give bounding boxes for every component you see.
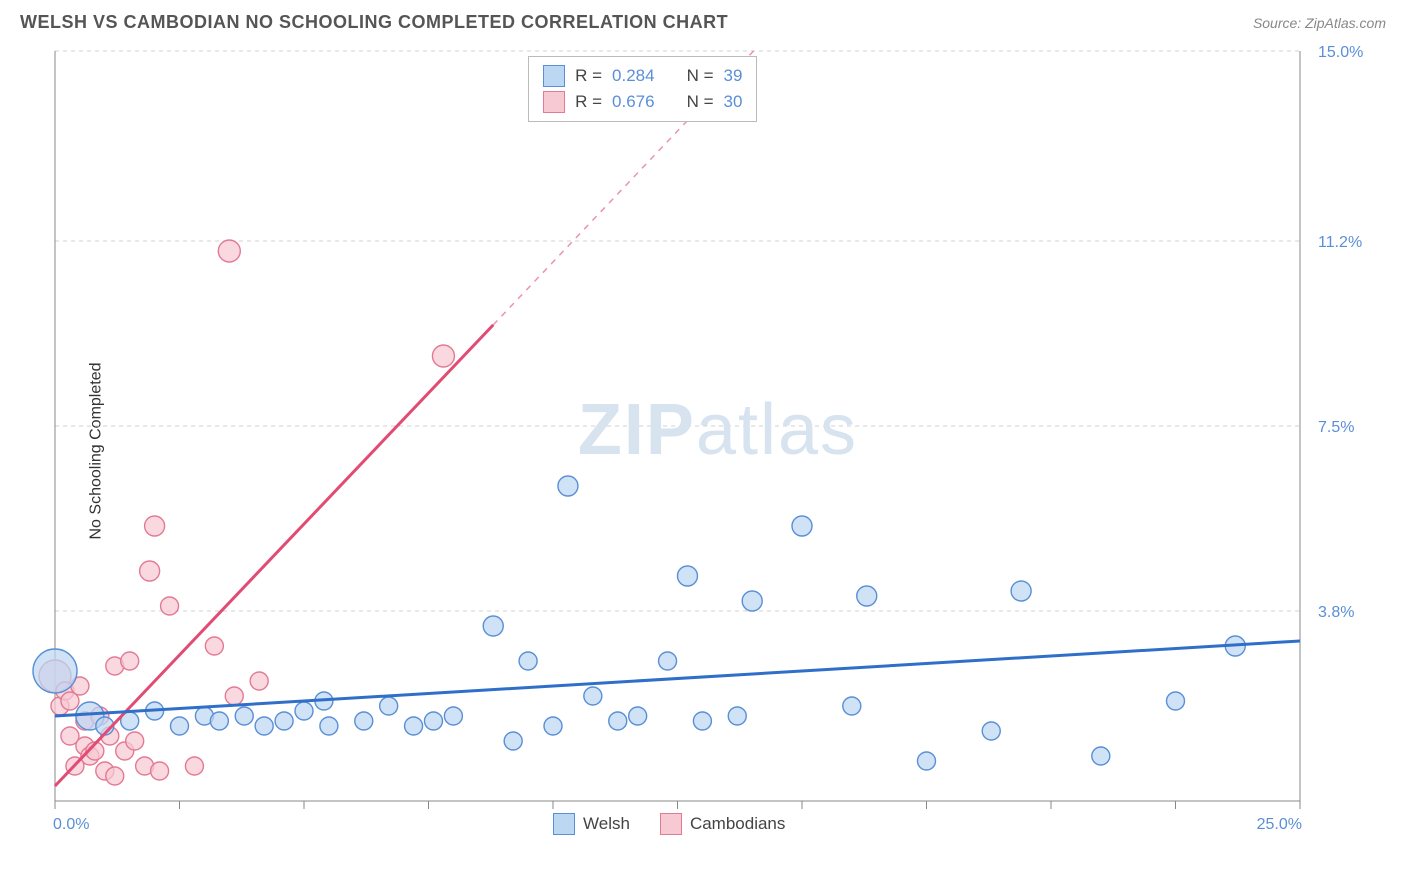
- point-welsh: [171, 717, 189, 735]
- svg-text:3.8%: 3.8%: [1318, 604, 1354, 621]
- point-welsh: [424, 712, 442, 730]
- n-label: N =: [687, 92, 714, 112]
- point-welsh: [1011, 581, 1031, 601]
- point-welsh: [519, 652, 537, 670]
- point-welsh: [33, 649, 77, 693]
- point-welsh: [405, 717, 423, 735]
- svg-text:15.0%: 15.0%: [1318, 44, 1363, 61]
- legend-label: Welsh: [583, 814, 630, 834]
- point-welsh: [544, 717, 562, 735]
- point-welsh: [275, 712, 293, 730]
- point-welsh: [609, 712, 627, 730]
- legend-item-welsh[interactable]: Welsh: [553, 813, 630, 835]
- n-label: N =: [687, 66, 714, 86]
- point-welsh: [255, 717, 273, 735]
- point-welsh: [483, 616, 503, 636]
- r-label: R =: [575, 92, 602, 112]
- point-welsh: [504, 732, 522, 750]
- swatch-cambodians: [543, 91, 565, 113]
- point-welsh: [320, 717, 338, 735]
- series-legend: Welsh Cambodians: [553, 813, 785, 835]
- swatch-cambodians: [660, 813, 682, 835]
- svg-text:11.2%: 11.2%: [1318, 234, 1362, 251]
- stats-legend: R = 0.284 N = 39 R = 0.676 N = 30: [528, 56, 757, 122]
- legend-label: Cambodians: [690, 814, 785, 834]
- r-value: 0.284: [612, 66, 655, 86]
- stats-row-cambodians: R = 0.676 N = 30: [543, 89, 742, 115]
- chart-area: No Schooling Completed 3.8%7.5%11.2%15.0…: [0, 41, 1406, 861]
- swatch-welsh: [543, 65, 565, 87]
- point-welsh: [742, 591, 762, 611]
- n-value: 39: [724, 66, 743, 86]
- point-cambodians: [126, 732, 144, 750]
- point-cambodians: [106, 767, 124, 785]
- point-welsh: [659, 652, 677, 670]
- point-cambodians: [250, 672, 268, 690]
- point-cambodians: [432, 345, 454, 367]
- point-welsh: [1092, 747, 1110, 765]
- point-welsh: [792, 516, 812, 536]
- swatch-welsh: [553, 813, 575, 835]
- point-welsh: [857, 586, 877, 606]
- point-welsh: [444, 707, 462, 725]
- point-cambodians: [218, 240, 240, 262]
- r-label: R =: [575, 66, 602, 86]
- point-cambodians: [151, 762, 169, 780]
- svg-text:7.5%: 7.5%: [1318, 419, 1354, 436]
- point-welsh: [235, 707, 253, 725]
- point-cambodians: [225, 687, 243, 705]
- point-cambodians: [145, 516, 165, 536]
- chart-title: WELSH VS CAMBODIAN NO SCHOOLING COMPLETE…: [20, 12, 728, 33]
- point-welsh: [584, 687, 602, 705]
- scatter-chart-svg: 3.8% 7.5% 11.2% 15.0% 0.0% 25.0%: [0, 41, 1406, 861]
- point-cambodians: [205, 637, 223, 655]
- point-welsh: [693, 712, 711, 730]
- point-cambodians: [161, 597, 179, 615]
- point-welsh: [1167, 692, 1185, 710]
- legend-item-cambodians[interactable]: Cambodians: [660, 813, 785, 835]
- stats-row-welsh: R = 0.284 N = 39: [543, 63, 742, 89]
- svg-text:0.0%: 0.0%: [53, 816, 89, 833]
- point-cambodians: [121, 652, 139, 670]
- svg-text:25.0%: 25.0%: [1257, 816, 1302, 833]
- chart-source: Source: ZipAtlas.com: [1253, 15, 1386, 31]
- point-welsh: [210, 712, 228, 730]
- point-cambodians: [140, 561, 160, 581]
- point-welsh: [380, 697, 398, 715]
- point-welsh: [295, 702, 313, 720]
- point-welsh: [355, 712, 373, 730]
- point-welsh: [728, 707, 746, 725]
- point-welsh: [918, 752, 936, 770]
- point-welsh: [558, 476, 578, 496]
- point-cambodians: [185, 757, 203, 775]
- point-welsh: [843, 697, 861, 715]
- n-value: 30: [724, 92, 743, 112]
- point-welsh: [629, 707, 647, 725]
- r-value: 0.676: [612, 92, 655, 112]
- chart-header: WELSH VS CAMBODIAN NO SCHOOLING COMPLETE…: [0, 0, 1406, 41]
- point-welsh: [677, 566, 697, 586]
- point-welsh: [982, 722, 1000, 740]
